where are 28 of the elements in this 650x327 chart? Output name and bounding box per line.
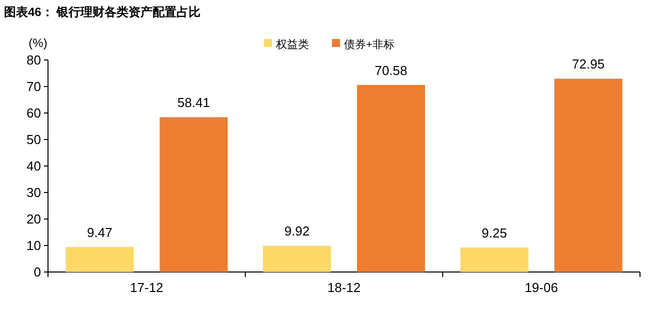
- data-label: 9.25: [482, 225, 507, 240]
- bar: [66, 246, 134, 272]
- legend-label: 权益类: [275, 38, 309, 51]
- bar: [357, 84, 425, 272]
- data-label: 70.58: [374, 62, 408, 78]
- data-label: 58.41: [177, 95, 210, 110]
- y-tick-label: 60: [26, 106, 41, 120]
- chart-title: 图表46： 银行理财各类资产配置占比: [4, 5, 201, 19]
- y-tick-label: 70: [26, 79, 41, 94]
- data-label: 9.47: [87, 224, 112, 240]
- x-tick-label: 19-06: [524, 280, 558, 295]
- y-tick-label: 80: [26, 52, 41, 68]
- x-tick-label: 18-12: [327, 280, 361, 295]
- y-tick-label: 20: [26, 212, 41, 226]
- bar: [160, 117, 228, 272]
- legend-label: 债券+非标: [344, 38, 394, 51]
- y-tick-label: 40: [26, 158, 41, 174]
- y-tick-label: 50: [26, 132, 41, 147]
- data-label: 9.92: [284, 224, 310, 239]
- y-axis-title: (%): [28, 36, 48, 50]
- x-tick-label: 17-12: [130, 280, 164, 295]
- data-label: 72.95: [572, 56, 605, 72]
- bar: [460, 247, 528, 272]
- bar: [554, 78, 622, 272]
- y-tick-label: 0: [34, 264, 41, 280]
- y-tick-label: 10: [26, 238, 41, 253]
- bar: [263, 246, 331, 272]
- y-tick-label: 30: [26, 185, 41, 200]
